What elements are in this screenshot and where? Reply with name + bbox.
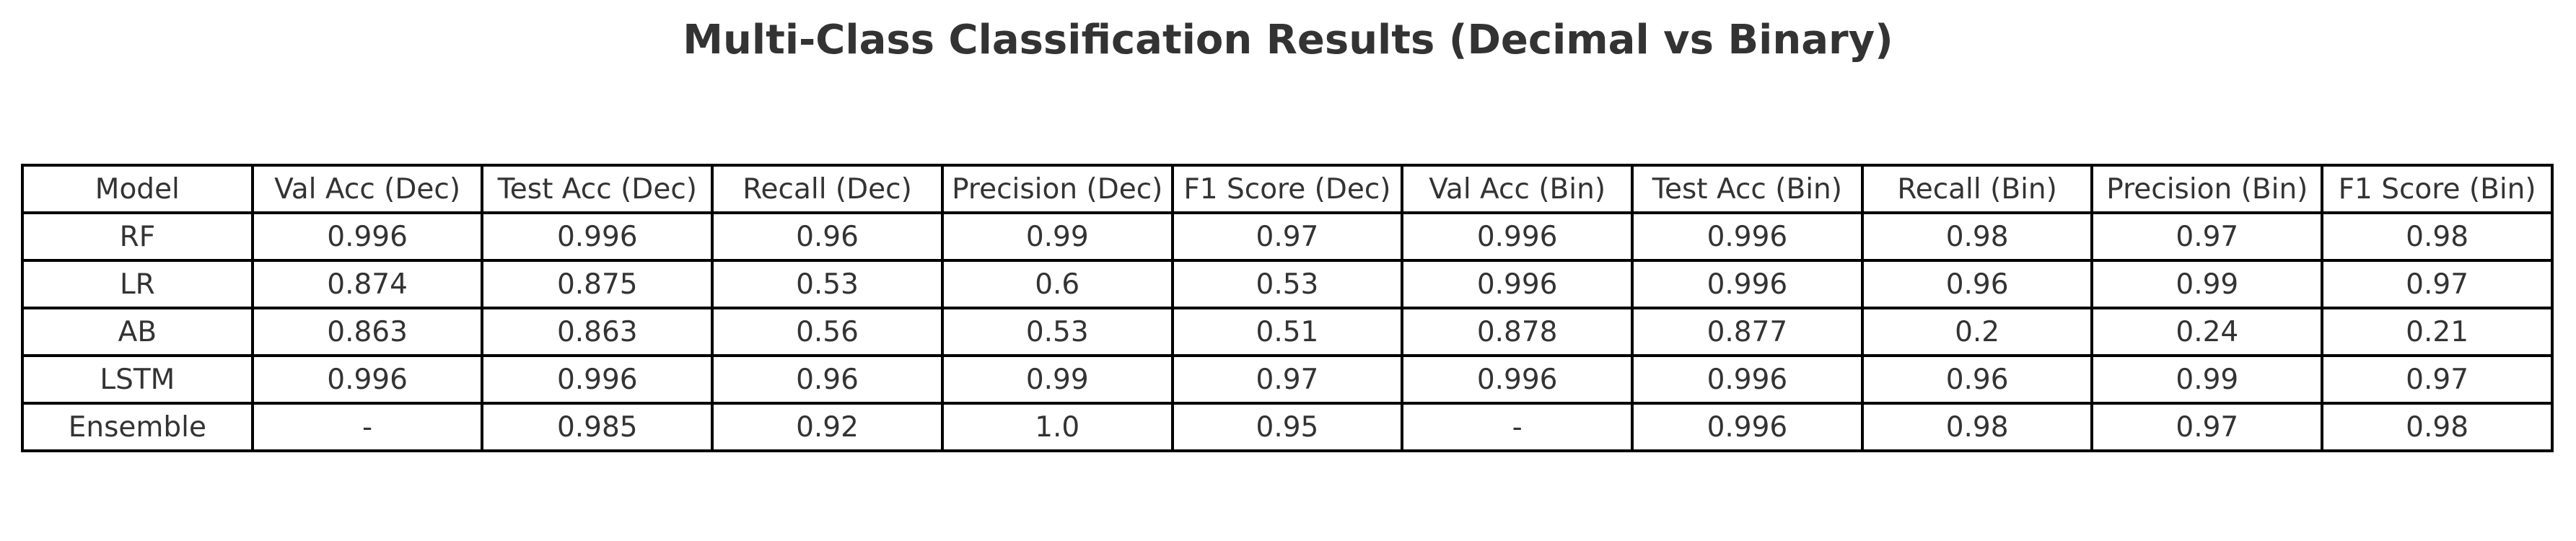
table-cell: 0.996 bbox=[1401, 259, 1634, 309]
header-row: Model Val Acc (Dec) Test Acc (Dec) Recal… bbox=[21, 164, 2554, 214]
table-cell: 0.875 bbox=[481, 259, 714, 309]
column-header: Test Acc (Dec) bbox=[481, 164, 714, 214]
table-cell: - bbox=[250, 402, 484, 452]
table-cell: 0.99 bbox=[2090, 259, 2324, 309]
table-cell: 0.96 bbox=[711, 211, 944, 262]
table-cell: 0.98 bbox=[2321, 211, 2554, 262]
column-header: Precision (Dec) bbox=[940, 164, 1174, 214]
table-cell: 0.996 bbox=[250, 211, 484, 262]
table-cell: 0.6 bbox=[940, 259, 1174, 309]
column-header: Val Acc (Dec) bbox=[250, 164, 484, 214]
table-cell: 0.877 bbox=[1631, 307, 1864, 357]
table-cell: - bbox=[1401, 402, 1634, 452]
column-header: Precision (Bin) bbox=[2090, 164, 2324, 214]
table-cell: 0.96 bbox=[1860, 259, 2094, 309]
table-cell: 0.99 bbox=[2090, 354, 2324, 405]
table-cell: 0.98 bbox=[2321, 402, 2554, 452]
table-row: AB 0.863 0.863 0.56 0.53 0.51 0.878 0.87… bbox=[21, 307, 2554, 357]
table-cell: 0.996 bbox=[250, 354, 484, 405]
table-cell: 0.97 bbox=[1170, 354, 1404, 405]
table-cell: 0.996 bbox=[1631, 402, 1864, 452]
table-cell: 0.996 bbox=[1631, 259, 1864, 309]
table-cell: 0.996 bbox=[481, 211, 714, 262]
model-name-cell: AB bbox=[21, 307, 254, 357]
table-cell: 0.996 bbox=[1401, 354, 1634, 405]
table-row: LSTM 0.996 0.996 0.96 0.99 0.97 0.996 0.… bbox=[21, 354, 2554, 405]
results-table: Model Val Acc (Dec) Test Acc (Dec) Recal… bbox=[21, 164, 2554, 452]
column-header: F1 Score (Dec) bbox=[1170, 164, 1404, 214]
table-cell: 0.996 bbox=[1631, 211, 1864, 262]
table-cell: 0.985 bbox=[481, 402, 714, 452]
table-cell: 0.98 bbox=[1860, 402, 2094, 452]
table-cell: 0.97 bbox=[1170, 211, 1404, 262]
table-cell: 0.56 bbox=[711, 307, 944, 357]
table-cell: 0.874 bbox=[250, 259, 484, 309]
table-cell: 0.97 bbox=[2321, 259, 2554, 309]
table-row: Ensemble - 0.985 0.92 1.0 0.95 - 0.996 0… bbox=[21, 402, 2554, 452]
table-cell: 0.996 bbox=[481, 354, 714, 405]
table-cell: 0.53 bbox=[711, 259, 944, 309]
table-cell: 0.863 bbox=[481, 307, 714, 357]
table-cell: 0.53 bbox=[1170, 259, 1404, 309]
chart-title: Multi-Class Classification Results (Deci… bbox=[683, 17, 1893, 63]
model-name-cell: LSTM bbox=[21, 354, 254, 405]
table-cell: 0.21 bbox=[2321, 307, 2554, 357]
table-cell: 0.996 bbox=[1401, 211, 1634, 262]
table-row: LR 0.874 0.875 0.53 0.6 0.53 0.996 0.996… bbox=[21, 259, 2554, 309]
table-cell: 0.878 bbox=[1401, 307, 1634, 357]
table-cell: 0.99 bbox=[940, 354, 1174, 405]
table-cell: 0.95 bbox=[1170, 402, 1404, 452]
column-header: Recall (Bin) bbox=[1860, 164, 2094, 214]
column-header: F1 Score (Bin) bbox=[2321, 164, 2554, 214]
table-cell: 0.97 bbox=[2321, 354, 2554, 405]
table-cell: 0.96 bbox=[1860, 354, 2094, 405]
table-cell: 0.97 bbox=[2090, 211, 2324, 262]
table-cell: 0.996 bbox=[1631, 354, 1864, 405]
model-name-cell: LR bbox=[21, 259, 254, 309]
table-cell: 0.96 bbox=[711, 354, 944, 405]
model-name-cell: RF bbox=[21, 211, 254, 262]
table-cell: 1.0 bbox=[940, 402, 1174, 452]
table-cell: 0.97 bbox=[2090, 402, 2324, 452]
table-row: RF 0.996 0.996 0.96 0.99 0.97 0.996 0.99… bbox=[21, 211, 2554, 262]
table-cell: 0.98 bbox=[1860, 211, 2094, 262]
table-cell: 0.92 bbox=[711, 402, 944, 452]
table-cell: 0.51 bbox=[1170, 307, 1404, 357]
column-header: Test Acc (Bin) bbox=[1631, 164, 1864, 214]
table-cell: 0.99 bbox=[940, 211, 1174, 262]
table-cell: 0.2 bbox=[1860, 307, 2094, 357]
table-cell: 0.53 bbox=[940, 307, 1174, 357]
column-header: Recall (Dec) bbox=[711, 164, 944, 214]
table-cell: 0.24 bbox=[2090, 307, 2324, 357]
table-cell: 0.863 bbox=[250, 307, 484, 357]
column-header: Val Acc (Bin) bbox=[1401, 164, 1634, 214]
column-header: Model bbox=[21, 164, 254, 214]
model-name-cell: Ensemble bbox=[21, 402, 254, 452]
